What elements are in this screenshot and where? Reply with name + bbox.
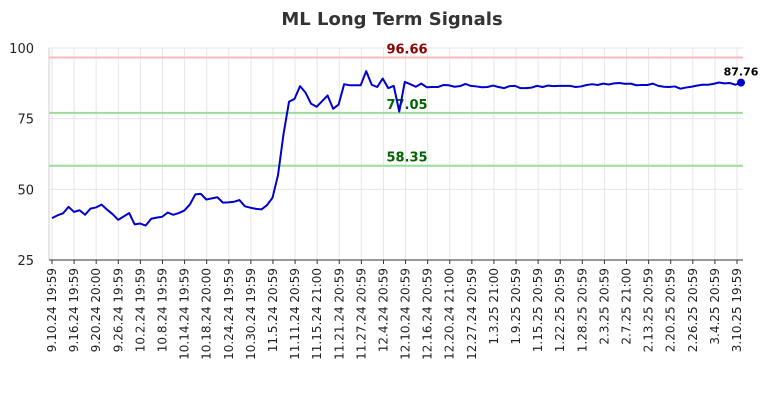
- x-tick-label: 10.8.24 19:59: [155, 268, 169, 352]
- x-tick-label: 1.22.25 20:59: [553, 268, 567, 352]
- reference-line-label: 96.66: [386, 42, 427, 57]
- last-point-marker: [737, 78, 745, 87]
- reference-lines: 96.66 77.05 58.35: [49, 42, 743, 167]
- x-tick-label: 10.2.24 19:59: [133, 268, 147, 352]
- x-tick-label: 12.10.24 20:59: [399, 268, 413, 360]
- reference-line-label: 58.35: [386, 151, 427, 166]
- x-tick-label: 10.14.24 19:59: [178, 268, 192, 360]
- x-tick-label: 9.10.24 19:59: [45, 268, 59, 352]
- x-tick-label: 1.28.25 20:59: [575, 268, 589, 352]
- x-tick-label: 11.21.24 20:59: [332, 268, 346, 360]
- x-tick-label: 3.4.25 20:59: [708, 268, 722, 345]
- x-tick-labels: 9.10.24 19:59 9.16.24 19:59 9.20.24 20:00 9…: [45, 260, 744, 360]
- y-tick-label: 100: [9, 42, 34, 57]
- x-tick-label: 11.5.24 20:59: [266, 268, 280, 352]
- x-tick-label: 11.15.24 21:00: [310, 268, 324, 360]
- x-tick-label: 1.9.25 20:59: [509, 268, 523, 345]
- x-tick-label: 9.16.24 19:59: [67, 268, 81, 352]
- reference-line-label: 77.05: [386, 98, 427, 113]
- series-line: [51, 70, 742, 227]
- x-tick-label: 10.30.24 19:59: [244, 268, 258, 360]
- y-tick-label: 50: [17, 183, 34, 198]
- x-tick-label: 12.4.24 20:59: [376, 268, 390, 352]
- x-tick-label: 12.16.24 20:59: [421, 268, 435, 360]
- x-tick-label: 12.27.24 20:59: [465, 268, 479, 360]
- x-tick-label: 1.15.25 20:59: [531, 268, 545, 352]
- x-tick-label: 2.13.25 20:59: [642, 268, 656, 352]
- y-tick-label: 25: [17, 254, 34, 269]
- last-value-label: 87.76: [724, 66, 759, 79]
- series: 87.76: [51, 66, 759, 227]
- y-tick-labels: 25 50 75 100: [9, 42, 34, 269]
- x-tick-label: 2.20.25 20:59: [664, 268, 678, 352]
- axes: [48, 48, 743, 261]
- x-tick-label: 3.10.25 19:59: [730, 268, 744, 352]
- x-tick-label: 9.26.24 19:59: [111, 268, 125, 352]
- x-tick-label: 12.20.24 21:00: [443, 268, 457, 360]
- x-tick-label: 10.24.24 19:59: [222, 268, 236, 360]
- x-tick-label: 2.3.25 20:59: [597, 268, 611, 345]
- grid: [49, 47, 743, 261]
- x-tick-label: 10.18.24 20:00: [200, 268, 214, 360]
- x-tick-label: 9.20.24 20:00: [89, 268, 103, 352]
- x-tick-label: 11.27.24 20:59: [354, 268, 368, 360]
- x-tick-label: 2.7.25 21:00: [620, 268, 634, 345]
- x-tick-label: 2.26.25 20:59: [686, 268, 700, 352]
- x-tick-label: 11.11.24 20:59: [288, 268, 302, 360]
- y-tick-label: 75: [17, 113, 34, 128]
- chart-title: ML Long Term Signals: [281, 9, 502, 30]
- x-tick-label: 1.3.25 21:00: [487, 268, 501, 345]
